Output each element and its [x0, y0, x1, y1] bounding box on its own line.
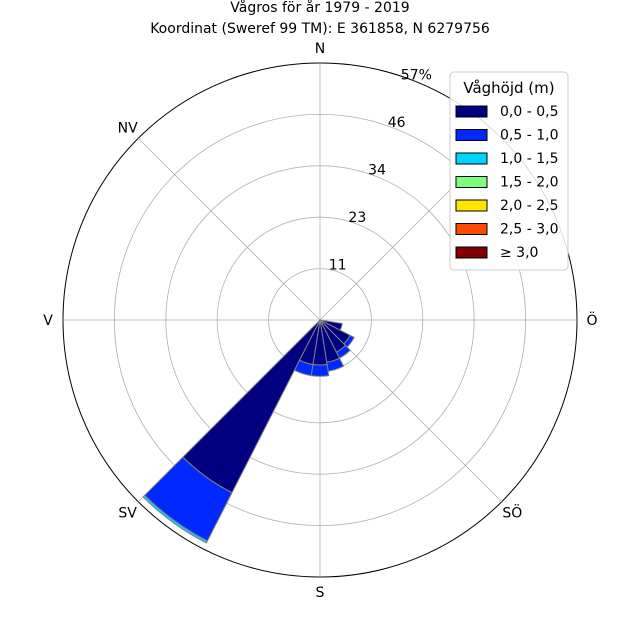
- legend-swatch: [455, 176, 488, 188]
- legend-swatch: [455, 199, 488, 212]
- grid-spoke: [137, 137, 321, 321]
- direction-label-v: V: [43, 313, 53, 329]
- direction-label-o: Ö: [586, 311, 597, 329]
- legend-entry-label: ≥ 3,0: [500, 245, 538, 261]
- rose-bar-segment: [310, 363, 330, 377]
- rose-bar-segment: [182, 319, 321, 494]
- radial-tick-label: 23: [348, 210, 366, 226]
- legend-title: Våghöjd (m): [463, 79, 554, 97]
- legend-swatch: [455, 223, 488, 235]
- direction-label-so: SÖ: [502, 503, 522, 521]
- legend-entry-label: 0,0 - 0,5: [500, 104, 558, 120]
- direction-label-nv: NV: [118, 121, 138, 137]
- rose-bar-segment: [142, 494, 209, 544]
- radial-tick-label: 57%: [401, 68, 432, 84]
- chart-title: Vågros för år 1979 - 2019: [230, 0, 409, 16]
- legend-swatch: [455, 129, 488, 141]
- legend-entry-label: 2,0 - 2,5: [500, 198, 558, 214]
- legend-swatch: [455, 246, 488, 259]
- legend-entry-label: 1,5 - 2,0: [500, 175, 558, 191]
- legend: Våghöjd (m) 0,0 - 0,5 0,5 - 1,0 1,0 - 1,5 1,…: [449, 71, 569, 271]
- rose-bars: [142, 319, 355, 544]
- chart-subtitle: Koordinat (Sweref 99 TM): E 361858, N 62…: [150, 21, 490, 37]
- direction-label-s: S: [316, 585, 325, 601]
- axis-labels: N NV V SV S SÖ Ö 11 23 34 46 57%: [43, 41, 597, 601]
- direction-label-n: N: [315, 41, 325, 57]
- legend-entry-label: 1,0 - 1,5: [500, 151, 558, 167]
- legend-box: [449, 71, 569, 271]
- radial-tick-label: 11: [329, 258, 347, 274]
- legend-swatch: [455, 152, 488, 165]
- legend-entry-label: 2,5 - 3,0: [500, 222, 558, 238]
- legend-swatch: [455, 105, 488, 118]
- radial-tick-label: 46: [388, 115, 406, 131]
- direction-label-sv: SV: [118, 505, 137, 521]
- legend-entry-label: 0,5 - 1,0: [500, 128, 558, 144]
- radial-tick-label: 34: [368, 163, 386, 179]
